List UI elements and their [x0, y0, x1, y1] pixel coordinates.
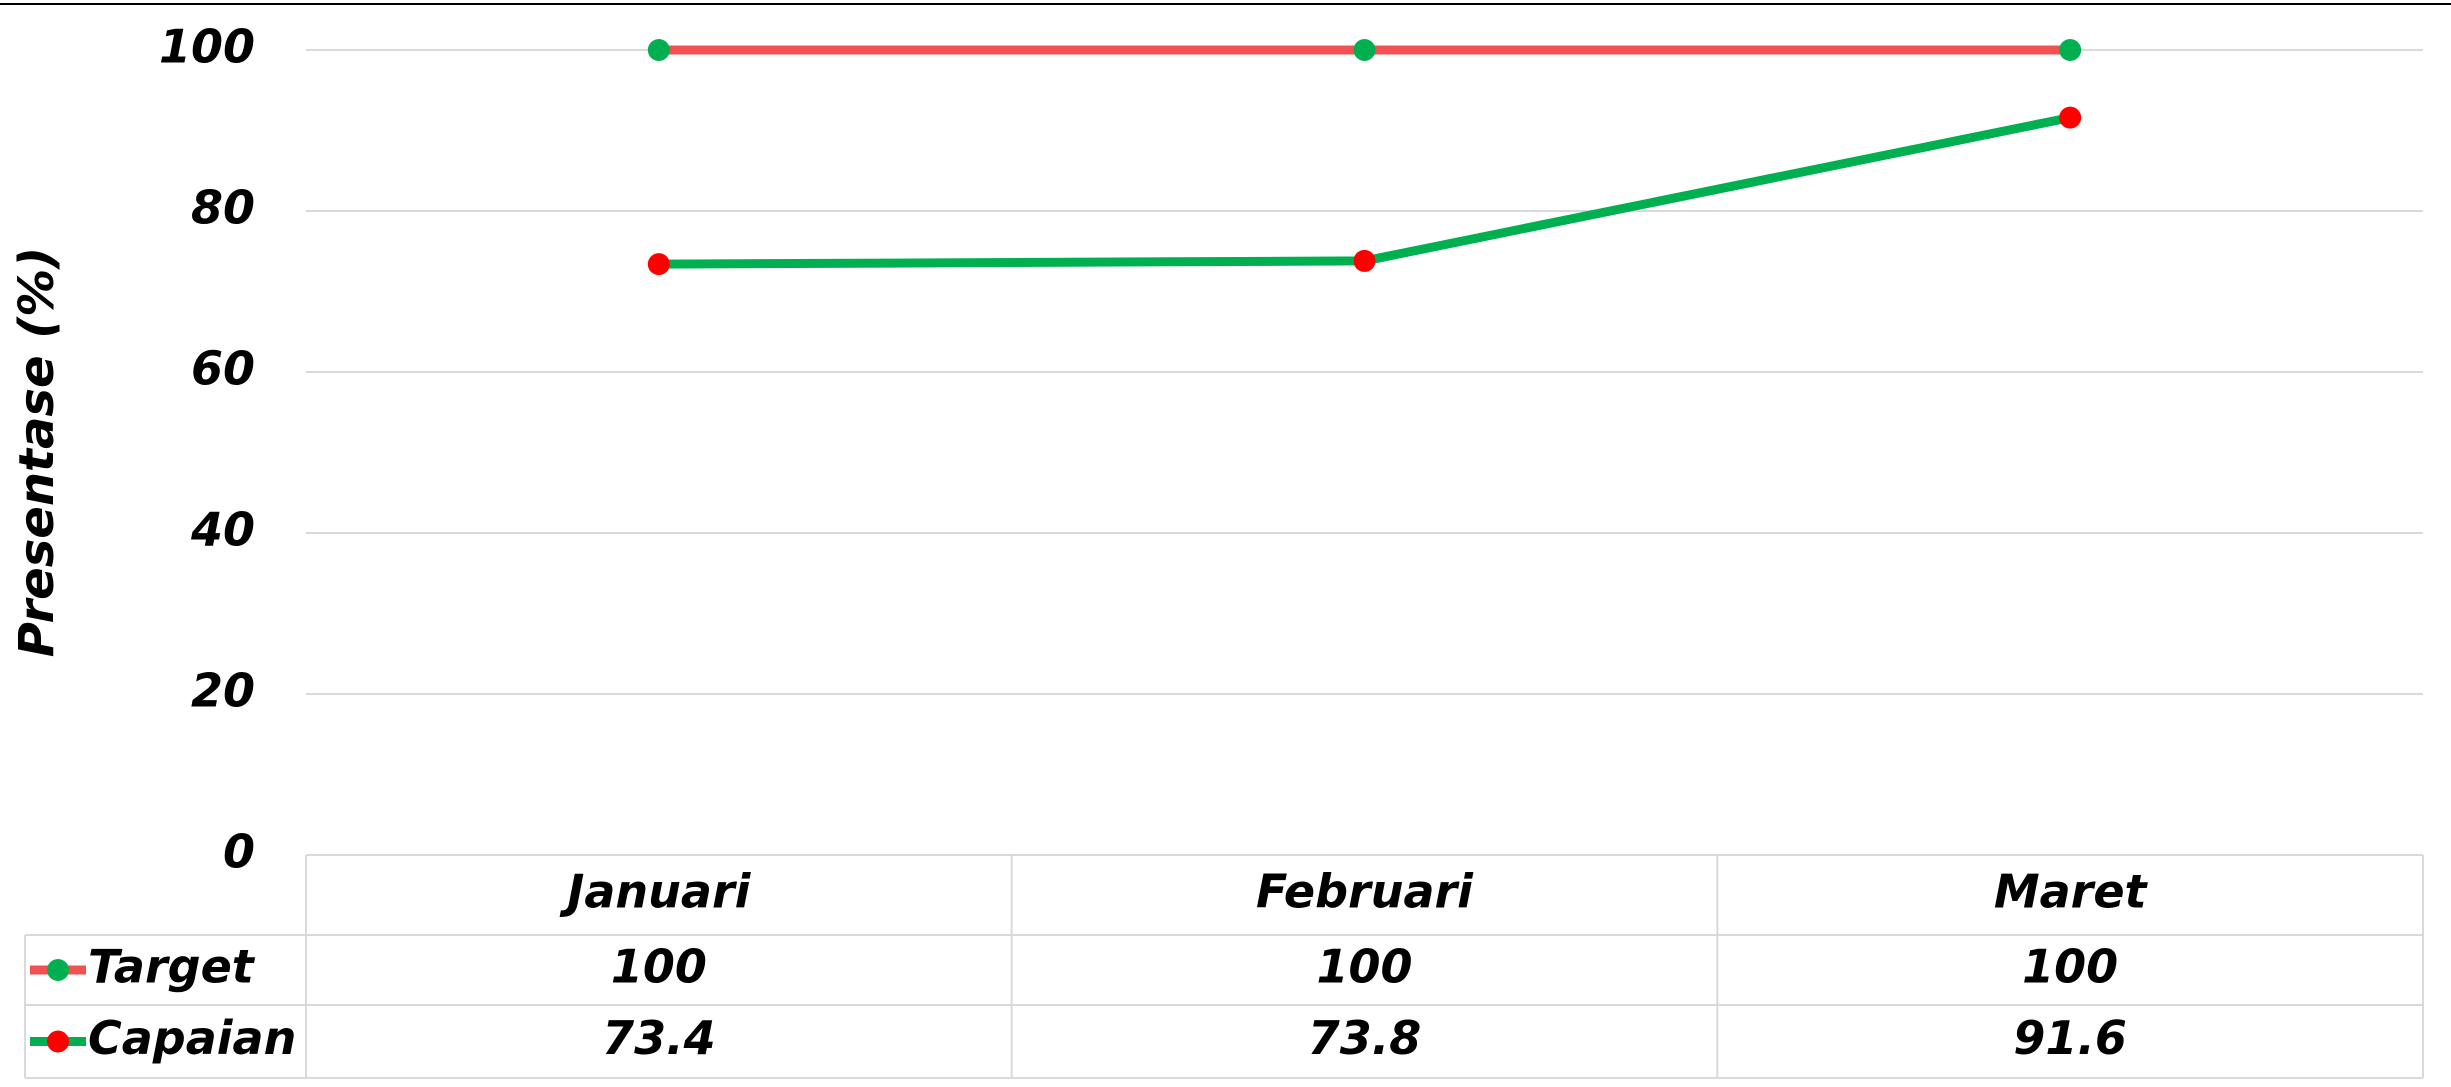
series-marker [1353, 39, 1376, 61]
table-value: 100 [2022, 940, 2118, 994]
table-value: 100 [611, 940, 707, 994]
y-tick-label: 80 [191, 181, 255, 235]
series-marker [647, 39, 670, 61]
y-tick-label: 100 [159, 20, 255, 74]
x-tick-label: Maret [1994, 865, 2149, 919]
table-value: 91.6 [2013, 1011, 2127, 1065]
series-marker [1353, 249, 1376, 272]
legend-marker [47, 1030, 69, 1053]
series-marker [647, 253, 670, 276]
y-tick-label: 0 [223, 825, 255, 879]
series-line [658, 113, 2072, 269]
y-axis-label: Presentase (%) [9, 247, 65, 657]
x-tick-label: Februari [1256, 865, 1474, 919]
series-marker [2059, 39, 2082, 61]
table-value: 73.4 [602, 1011, 716, 1065]
x-tick-label: Januari [559, 865, 751, 919]
table-value: 100 [1316, 940, 1412, 994]
y-tick-label: 40 [190, 503, 255, 557]
y-tick-label: 20 [191, 664, 255, 718]
legend-label: Target [88, 940, 256, 994]
series-marker [2059, 106, 2082, 129]
legend-label: Capaian [88, 1011, 296, 1065]
table-value: 73.8 [1308, 1011, 1422, 1065]
y-tick-label: 60 [191, 342, 255, 396]
legend-marker [47, 959, 69, 981]
